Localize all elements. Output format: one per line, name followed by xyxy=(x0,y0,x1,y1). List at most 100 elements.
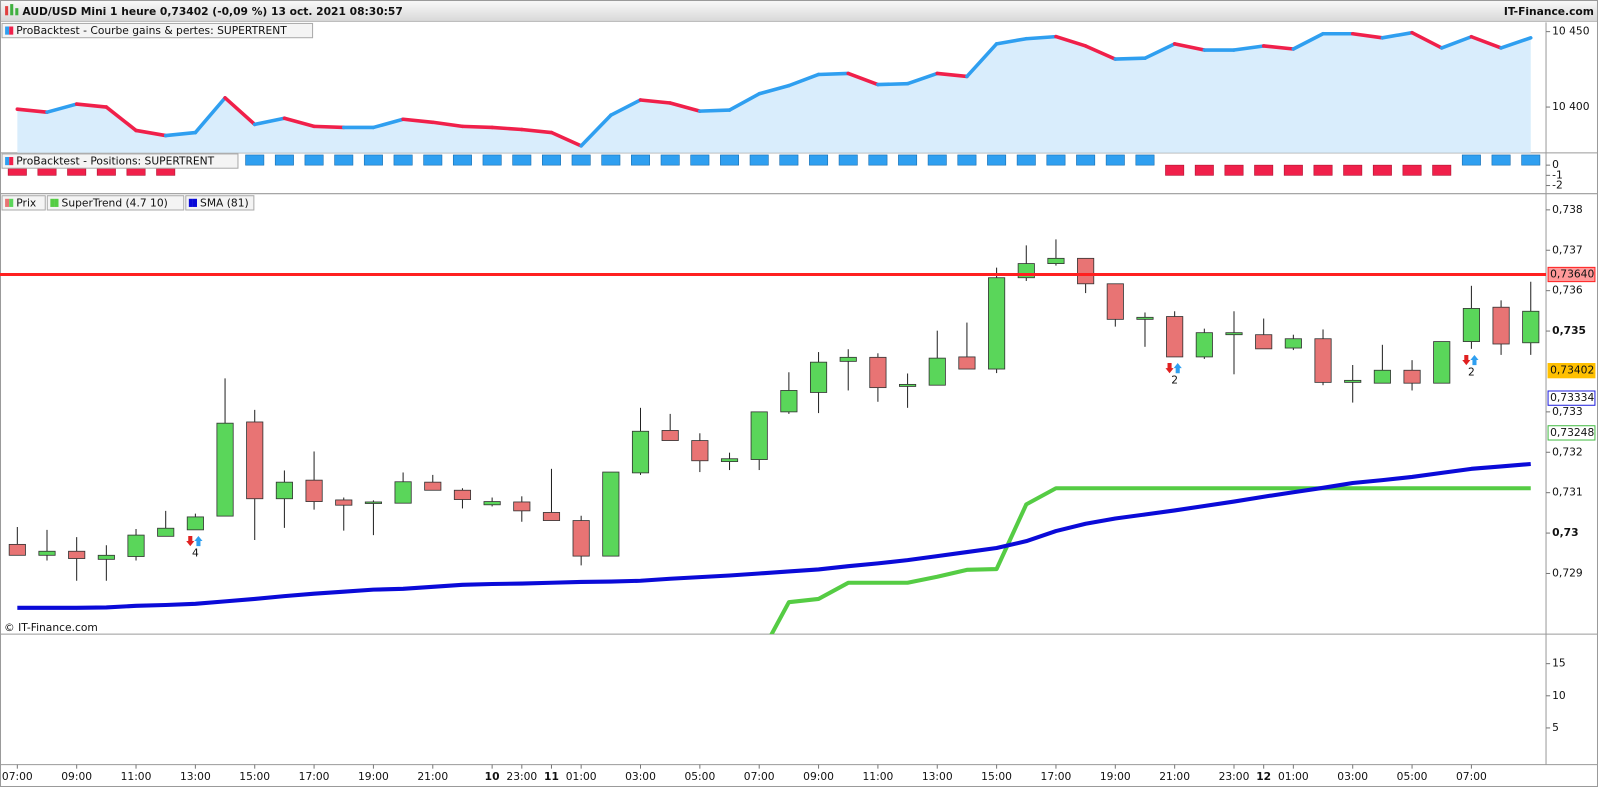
watermark: © IT-Finance.com xyxy=(4,621,98,634)
position-bar xyxy=(957,154,977,166)
candle-body xyxy=(246,421,264,500)
equity-segment xyxy=(193,96,227,135)
position-bar xyxy=(1461,154,1481,166)
legend-swatch xyxy=(5,26,10,35)
indicator-line xyxy=(17,461,1531,610)
x-tick-label: 17:00 xyxy=(299,770,330,783)
position-bar xyxy=(1343,164,1363,176)
y-tick-label: 0 xyxy=(1552,158,1559,171)
candle-body xyxy=(1284,338,1302,349)
level-label-box xyxy=(1547,390,1596,406)
equity-segment xyxy=(1024,34,1058,41)
signal-count: 2 xyxy=(1468,365,1475,378)
equity-segment xyxy=(1232,44,1266,52)
position-bar xyxy=(541,154,561,166)
legend-label: SuperTrend (4.7 10) xyxy=(62,196,168,209)
x-tick-label: 07:00 xyxy=(2,770,33,783)
equity-segment xyxy=(668,101,702,113)
y-tick-label: 10 400 xyxy=(1552,100,1590,113)
candle-body xyxy=(1492,306,1510,345)
position-bar xyxy=(1313,164,1333,176)
position-bar xyxy=(274,154,294,166)
equity-segment xyxy=(1410,30,1444,50)
level-label: 0,73248 xyxy=(1550,426,1594,439)
level-label-box xyxy=(1547,363,1596,379)
brand: IT-Finance.com xyxy=(1504,5,1594,18)
level-label: 0,73640 xyxy=(1550,267,1594,280)
candle-body xyxy=(335,499,353,506)
indicator-line xyxy=(769,486,1531,635)
position-bar xyxy=(1521,154,1541,166)
level-label-box xyxy=(1547,266,1596,283)
equity-segment xyxy=(1499,36,1533,50)
equity-segment xyxy=(15,107,49,114)
candle-body xyxy=(602,471,620,557)
candle-body xyxy=(750,411,768,460)
y-tick-label: 0,729 xyxy=(1552,566,1583,579)
equity-segment xyxy=(1083,44,1118,61)
position-bar xyxy=(245,154,265,166)
equity-segment xyxy=(401,117,435,125)
legend-swatch xyxy=(5,198,10,207)
legend-swatch xyxy=(50,198,55,207)
position-bar xyxy=(1165,164,1185,176)
signal-count: 2 xyxy=(1171,373,1178,386)
position-bar xyxy=(1402,164,1422,176)
legend-swatch xyxy=(188,198,193,207)
position-bar xyxy=(1076,154,1096,166)
equity-segment xyxy=(757,83,791,96)
position-bar xyxy=(1372,164,1392,176)
position-bar xyxy=(1046,154,1066,166)
legend-label: Prix xyxy=(16,196,36,209)
position-bar xyxy=(1283,164,1303,176)
position-bar xyxy=(868,154,888,166)
equity-segment xyxy=(846,71,880,87)
equity-segment xyxy=(1469,34,1503,50)
panel-candlestick xyxy=(8,239,1540,635)
equity-segment xyxy=(965,42,999,79)
equity-segment xyxy=(994,36,1029,46)
candle-body xyxy=(364,501,382,504)
position-bar xyxy=(898,154,918,166)
candle-body xyxy=(68,550,86,559)
equity-segment xyxy=(579,113,613,148)
equity-segment xyxy=(163,130,198,138)
x-tick-label: 13:00 xyxy=(922,770,953,783)
candle-body xyxy=(809,361,828,393)
legend-swatch xyxy=(9,198,14,207)
equity-segment xyxy=(371,117,405,130)
signal-count: 4 xyxy=(192,546,199,559)
position-bar xyxy=(927,154,947,166)
panel-area xyxy=(15,30,1533,153)
candle-body xyxy=(1106,283,1124,320)
legend-box xyxy=(185,195,255,211)
candle-body xyxy=(275,481,293,500)
equity-segment xyxy=(1054,34,1088,48)
legend-label: ProBacktest - Courbe gains & pertes: SUP… xyxy=(16,24,287,37)
candle-body xyxy=(988,277,1006,370)
candle-body xyxy=(127,534,145,557)
position-bar xyxy=(363,154,383,166)
y-tick-label: 0,731 xyxy=(1552,486,1583,499)
x-tick-label: 13:00 xyxy=(180,770,211,783)
legend-box xyxy=(1,153,239,169)
y-tick-label: 5 xyxy=(1552,721,1559,734)
buy-arrow xyxy=(1470,354,1479,366)
candle-body xyxy=(1195,332,1213,358)
candle-body xyxy=(38,550,56,556)
y-tick-label: -1 xyxy=(1552,168,1563,181)
candle-body xyxy=(780,390,798,413)
equity-segment xyxy=(134,128,168,138)
position-bar xyxy=(1432,164,1452,176)
candle-body xyxy=(839,356,857,362)
x-tick-label: 03:00 xyxy=(1337,770,1368,783)
y-tick-label: 0,736 xyxy=(1552,284,1583,297)
position-bar xyxy=(423,154,443,166)
equity-segment xyxy=(45,102,79,114)
y-tick-label: 10 450 xyxy=(1552,25,1590,38)
candle-body xyxy=(631,430,650,474)
equity-segment xyxy=(816,71,851,77)
